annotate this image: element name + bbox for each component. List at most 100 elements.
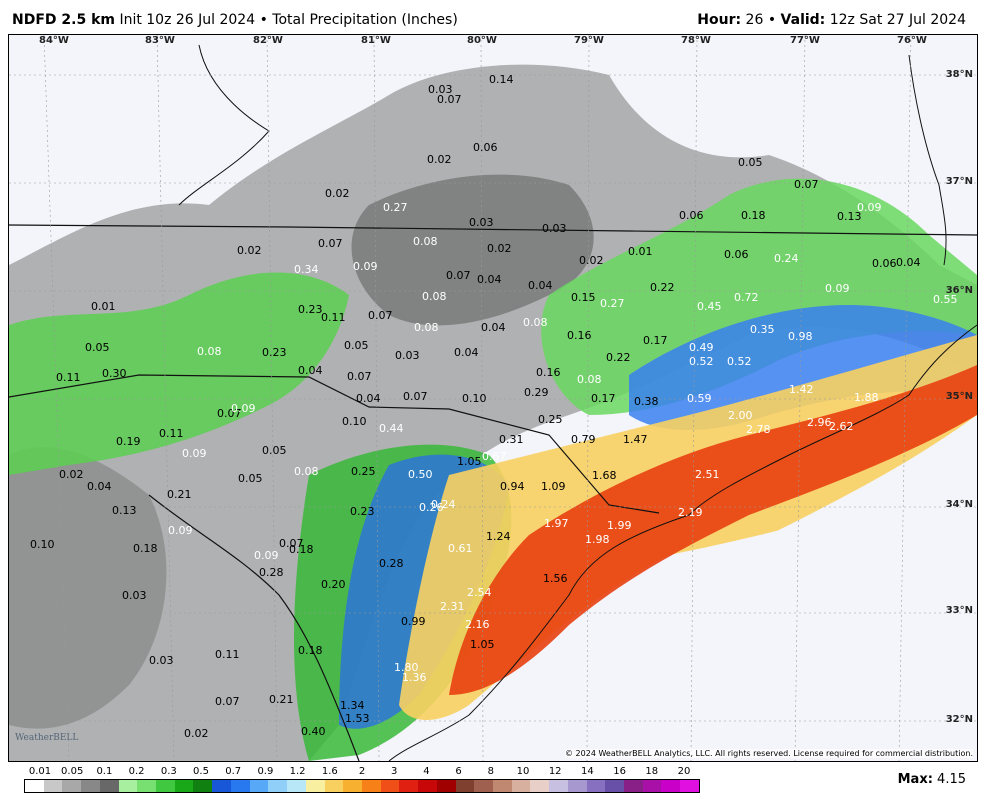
precip-value-label: 0.03 (122, 589, 147, 602)
precip-value-label: 0.18 (741, 209, 766, 222)
precip-value-label: 0.04 (477, 273, 502, 286)
legend-swatch (605, 780, 624, 792)
precip-value-label: 0.15 (571, 291, 596, 304)
precip-value-label: 2.54 (467, 586, 492, 599)
precip-value-label: 1.88 (854, 391, 879, 404)
legend-swatch (268, 780, 288, 792)
precip-value-label: 0.28 (379, 557, 404, 570)
precip-value-label: 1.97 (544, 517, 569, 530)
state-border-nc-sc (9, 374, 660, 514)
precip-value-label: 0.04 (896, 256, 921, 269)
precip-legend: 0.01 0.05 0.1 0.2 0.3 0.5 0.7 0.9 1.2 1.6 2 3 4 6 8 10 1… (24, 766, 700, 794)
hour-value: 26 (745, 12, 764, 28)
precip-value-label: 2.16 (465, 618, 490, 631)
precip-value-label: 0.02 (237, 244, 262, 257)
precip-value-label: 0.21 (269, 693, 294, 706)
precip-value-label: 0.09 (231, 402, 256, 415)
separator-bullet: • (259, 12, 268, 28)
precip-value-label: 0.09 (168, 524, 193, 537)
precip-value-label: 0.05 (238, 472, 263, 485)
precip-value-label: 0.25 (538, 413, 563, 426)
precip-value-label: 0.24 (431, 498, 456, 511)
legend-tick-label: 18 (645, 766, 659, 777)
precip-value-label: 0.07 (403, 390, 428, 403)
legend-swatch (418, 780, 437, 792)
precip-value-label: 0.23 (298, 303, 323, 316)
precip-value-label: 0.13 (837, 210, 862, 223)
precip-value-label: 0.01 (628, 245, 653, 258)
precip-value-label: 0.07 (794, 178, 819, 191)
precip-value-label: 1.53 (345, 712, 370, 725)
precip-value-label: 0.06 (473, 141, 498, 154)
legend-tick-label: 0.1 (96, 766, 113, 777)
trace-precip-dark (351, 174, 594, 326)
precip-value-label: 0.07 (318, 237, 343, 250)
precip-value-label: 0.02 (184, 727, 209, 740)
precip-value-label: 0.27 (600, 297, 625, 310)
precip-value-label: 0.09 (857, 201, 882, 214)
precip-value-label: 0.30 (102, 367, 127, 380)
precip-value-label: 0.79 (571, 433, 596, 446)
legend-tick-label: 14 (581, 766, 594, 777)
precip-value-label: 0.08 (577, 373, 602, 386)
legend-color-bar (24, 779, 700, 793)
heavy-precip-red (449, 365, 977, 695)
precip-value-label: 0.61 (448, 542, 473, 555)
legend-tick-label: 16 (613, 766, 626, 777)
legend-swatch (661, 780, 681, 792)
legend-swatch (25, 780, 44, 792)
legend-swatch (624, 780, 643, 792)
precip-value-label: 2.31 (440, 600, 465, 613)
precip-value-label: 0.34 (294, 263, 319, 276)
precip-value-label: 1.98 (585, 533, 610, 546)
legend-tick-label: 2 (358, 766, 366, 777)
precip-value-label: 0.06 (872, 257, 897, 270)
precip-value-label: 0.17 (643, 334, 668, 347)
map-graphic (9, 35, 977, 761)
valid-label: Valid: (780, 12, 826, 28)
precip-value-label: 0.06 (724, 248, 749, 261)
lon-label: 76°W (897, 35, 927, 46)
lon-label: 83°W (145, 35, 175, 46)
header-title: NDFD 2.5 km Init 10z 26 Jul 2024 • Total… (12, 12, 458, 28)
precip-value-label: 0.55 (933, 293, 958, 306)
precip-value-label: 0.08 (197, 345, 222, 358)
legend-swatch (193, 780, 213, 792)
legend-tick-label: 0.05 (61, 766, 84, 777)
legend-tick-label: 0.9 (257, 766, 274, 777)
header-bar: NDFD 2.5 km Init 10z 26 Jul 2024 • Total… (0, 0, 984, 34)
model-name: NDFD 2.5 km (12, 12, 115, 28)
legend-swatch (680, 780, 699, 792)
legend-tick-labels: 0.01 0.05 0.1 0.2 0.3 0.5 0.7 0.9 1.2 1.6 2 3 4 6 8 10 1… (24, 766, 700, 778)
legend-swatch (642, 780, 662, 792)
precip-value-label: 0.01 (91, 300, 116, 313)
precip-value-label: 0.20 (321, 578, 346, 591)
legend-tick-label: 1.2 (289, 766, 306, 777)
precip-value-label: 0.05 (344, 339, 369, 352)
precip-value-label: 0.13 (112, 504, 137, 517)
precip-value-label: 0.14 (489, 73, 514, 86)
lat-label: 38°N (945, 69, 973, 80)
precip-value-label: 0.07 (368, 309, 393, 322)
precip-value-label: 1.99 (607, 519, 632, 532)
legend-swatch (436, 780, 456, 792)
precip-value-label: 0.05 (85, 341, 110, 354)
hour-label: Hour: (697, 12, 742, 28)
precip-value-label: 0.03 (149, 654, 174, 667)
precip-value-label: 0.02 (579, 254, 604, 267)
precip-value-label: 0.02 (427, 153, 452, 166)
legend-swatch (530, 780, 550, 792)
legend-swatch (230, 780, 250, 792)
lat-label: 34°N (945, 499, 973, 510)
precip-value-label: 0.08 (523, 316, 548, 329)
legend-tick-label: 12 (548, 766, 562, 777)
weatherbell-logo: WeatherBELL (15, 733, 79, 743)
precip-value-label: 0.03 (428, 83, 453, 96)
lon-label: 81°W (361, 35, 391, 46)
legend-swatch (81, 780, 100, 792)
precip-value-label: 0.25 (351, 465, 376, 478)
light-precip-east (541, 178, 977, 415)
precip-value-label: 0.19 (116, 435, 141, 448)
precip-value-label: 0.04 (528, 279, 553, 292)
precip-value-label: 0.08 (294, 465, 319, 478)
